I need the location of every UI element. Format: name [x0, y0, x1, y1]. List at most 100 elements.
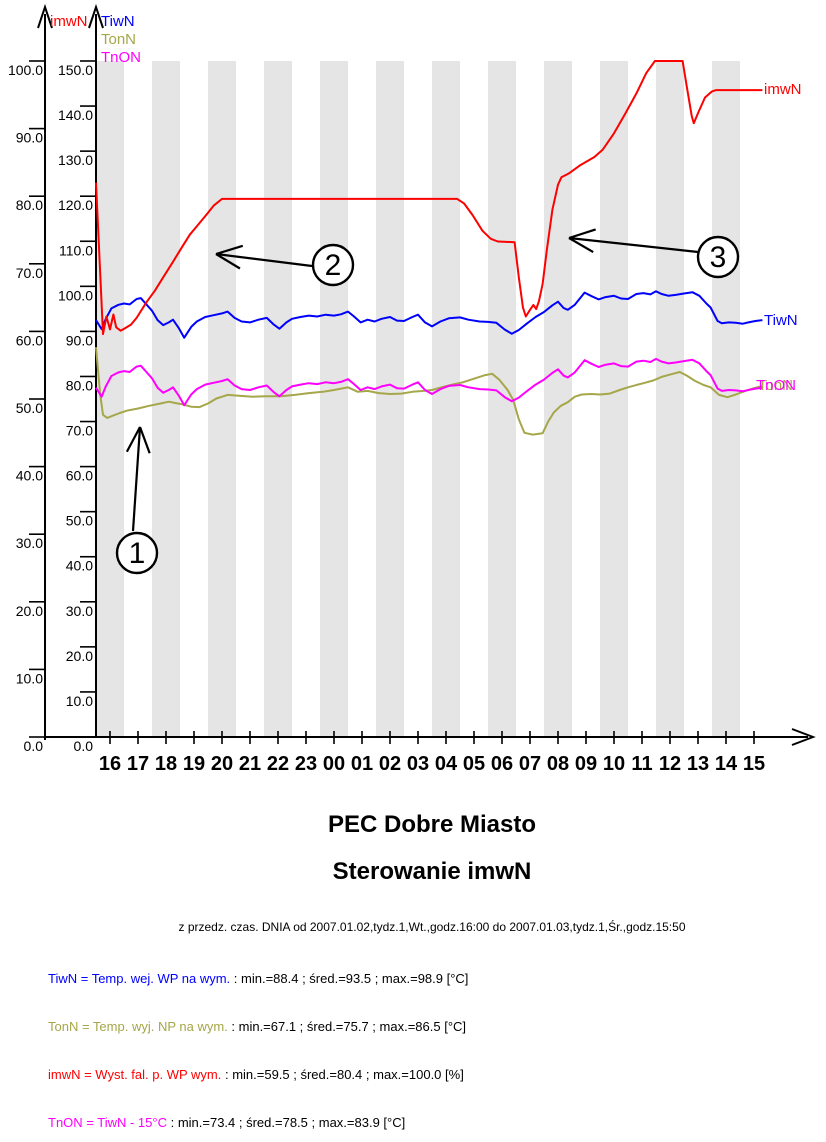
svg-text:04: 04 [435, 753, 458, 775]
svg-text:05: 05 [463, 753, 485, 775]
annotation-1: 1 [115, 426, 159, 575]
svg-text:60.0: 60.0 [16, 332, 43, 348]
svg-text:50.0: 50.0 [16, 400, 43, 416]
left-axis-arrow-icon [37, 3, 53, 29]
annotation-2: 2 [215, 243, 355, 287]
annotation-3: 3 [568, 228, 740, 279]
arrow-barb-icon [215, 244, 244, 256]
curve-label-TiwN: TiwN [764, 312, 798, 329]
svg-text:02: 02 [379, 753, 401, 775]
trend-chart: 0.010.020.030.040.050.060.070.080.090.01… [8, 3, 816, 775]
annotation-number: 1 [129, 537, 146, 570]
svg-text:70.0: 70.0 [16, 265, 43, 281]
axes [37, 3, 816, 746]
arrow-barb-icon [568, 228, 596, 240]
svg-text:22: 22 [267, 753, 289, 775]
svg-text:140.0: 140.0 [58, 107, 93, 123]
svg-text:15: 15 [743, 753, 765, 775]
annotation-circle [696, 235, 740, 279]
svg-text:50.0: 50.0 [66, 513, 93, 529]
legend-series-label: TnON = TiwN - 15°C [48, 1115, 167, 1130]
series-TnON [95, 357, 763, 407]
page-title: PEC Dobre Miasto [327, 811, 537, 838]
svg-text:03: 03 [407, 753, 429, 775]
arrow-barb-icon [568, 237, 594, 254]
svg-text:150.0: 150.0 [58, 62, 93, 78]
svg-text:30.0: 30.0 [16, 535, 43, 551]
svg-text:90.0: 90.0 [16, 130, 43, 146]
legend-series-label: TonN = Temp. wyj. NP na wym. [48, 1019, 228, 1034]
svg-text:TnON: TnON [101, 49, 141, 66]
x-axis-arrow-icon [791, 728, 816, 746]
svg-text:13: 13 [687, 753, 709, 775]
legend-series-stats: : min.=88.4 ; śred.=93.5 ; max.=98.9 [°C… [230, 971, 469, 986]
arrow-barb-icon [215, 253, 241, 270]
svg-text:100.0: 100.0 [58, 287, 93, 303]
svg-text:30.0: 30.0 [66, 603, 93, 619]
legend-series-stats: : min.=59.5 ; śred.=80.4 ; max.=100.0 [%… [221, 1067, 464, 1082]
legend-series-label: imwN = Wyst. fal. p. WP wym. [48, 1067, 222, 1082]
svg-text:20.0: 20.0 [66, 648, 93, 664]
svg-text:70.0: 70.0 [66, 423, 93, 439]
time-range-note: z przedz. czas. DNIA od 2007.01.02,tydz.… [178, 920, 686, 934]
series-TonN [95, 347, 763, 436]
svg-text:120.0: 120.0 [58, 197, 93, 213]
annotation-number: 2 [325, 249, 342, 282]
svg-text:20: 20 [211, 753, 233, 775]
legend-row-imwn: imwN = Wyst. fal. p. WP wym. : min.=59.5… [48, 1067, 464, 1082]
hour-stripes [96, 61, 740, 737]
legend-series-stats: : min.=67.1 ; śred.=75.7 ; max.=86.5 [°C… [227, 1019, 467, 1034]
svg-text:14: 14 [715, 753, 738, 775]
annotation-number: 3 [710, 241, 727, 274]
svg-text:01: 01 [351, 753, 373, 775]
legend-row-tiwn: TiwN = Temp. wej. WP na wym. : min.=88.4… [48, 971, 468, 986]
chart-subtitle: Sterowanie imwN [332, 858, 532, 885]
svg-text:18: 18 [155, 753, 177, 775]
svg-text:80.0: 80.0 [66, 377, 93, 393]
svg-text:23: 23 [295, 753, 317, 775]
svg-text:19: 19 [183, 753, 205, 775]
svg-text:40.0: 40.0 [66, 558, 93, 574]
svg-text:100.0: 100.0 [8, 62, 43, 78]
second-axis-arrow-icon [88, 3, 104, 29]
svg-text:07: 07 [519, 753, 541, 775]
svg-text:12: 12 [659, 753, 681, 775]
svg-text:10: 10 [603, 753, 625, 775]
svg-text:00: 00 [323, 753, 345, 775]
axis-ticks: 0.010.020.030.040.050.060.070.080.090.01… [8, 60, 765, 775]
svg-text:11: 11 [631, 753, 652, 775]
curve-label-imwN: imwN [764, 81, 802, 98]
svg-text:21: 21 [239, 753, 261, 775]
svg-text:10.0: 10.0 [16, 670, 43, 686]
svg-text:imwN: imwN [50, 13, 88, 30]
arrow-barb-icon [125, 426, 141, 453]
curve-label-TonN: TonN [758, 377, 793, 394]
svg-text:40.0: 40.0 [16, 468, 43, 484]
svg-text:90.0: 90.0 [66, 332, 93, 348]
svg-text:16: 16 [99, 753, 121, 775]
svg-text:09: 09 [575, 753, 597, 775]
svg-text:10.0: 10.0 [66, 693, 93, 709]
curve-label-TnON: TnON [756, 377, 796, 394]
svg-text:TonN: TonN [101, 31, 136, 48]
svg-text:06: 06 [491, 753, 513, 775]
svg-text:20.0: 20.0 [16, 603, 43, 619]
svg-text:110.0: 110.0 [59, 242, 93, 258]
svg-text:08: 08 [547, 753, 569, 775]
svg-text:80.0: 80.0 [16, 197, 43, 213]
annotation-circle [115, 531, 159, 575]
series-TiwN [95, 290, 763, 339]
legend-row-tnon: TnON = TiwN - 15°C : min.=73.4 ; śred.=7… [48, 1115, 405, 1130]
legend-row-tonn: TonN = Temp. wyj. NP na wym. : min.=67.1… [48, 1019, 466, 1034]
svg-text:60.0: 60.0 [66, 468, 93, 484]
legend-series-stats: : min.=73.4 ; śred.=78.5 ; max.=83.9 [°C… [166, 1115, 406, 1130]
svg-text:130.0: 130.0 [58, 152, 93, 168]
svg-text:17: 17 [127, 753, 149, 775]
series-imwN [95, 60, 763, 336]
arrow-barb-icon [138, 426, 151, 454]
svg-text:0.0: 0.0 [24, 738, 44, 754]
legend-series-label: TiwN = Temp. wej. WP na wym. [48, 971, 231, 986]
svg-text:TiwN: TiwN [101, 13, 135, 30]
svg-text:0.0: 0.0 [74, 738, 94, 754]
